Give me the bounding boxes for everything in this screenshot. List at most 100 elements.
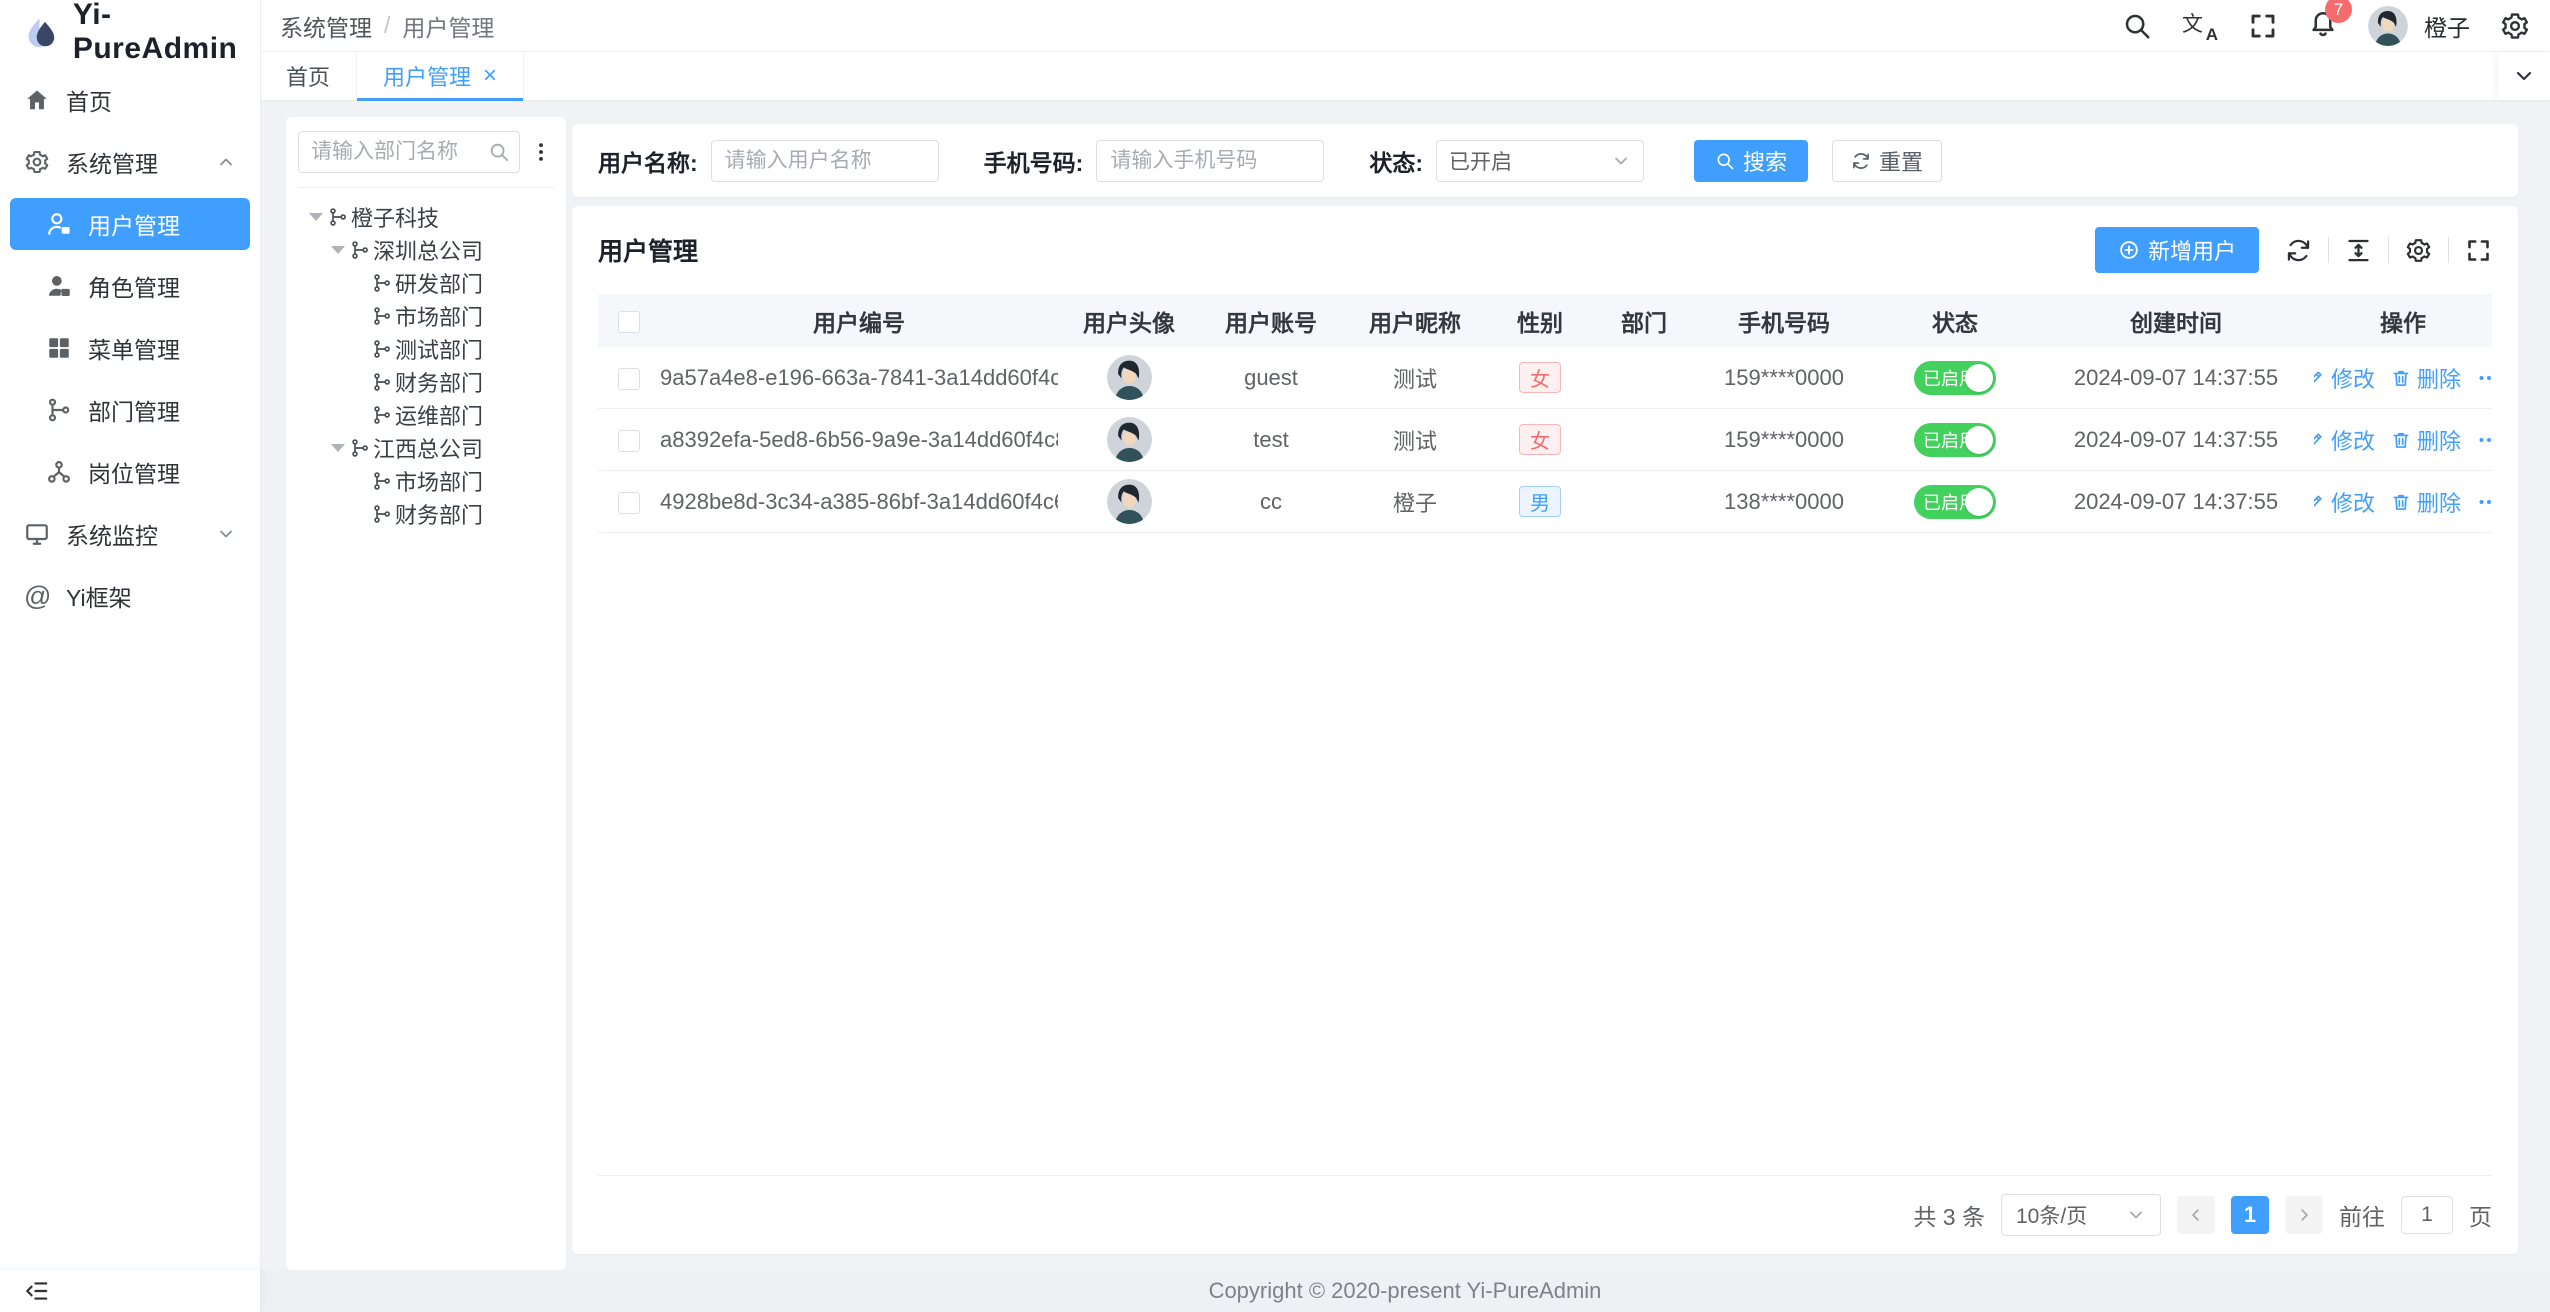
cell-created: 2024-09-07 14:37:55 [2038, 470, 2314, 533]
tree-node-ops[interactable]: 运维部门 [298, 398, 554, 431]
breadcrumb-separator: / [384, 12, 391, 38]
sidebar-item-menus[interactable]: 菜单管理 [10, 322, 250, 374]
department-icon [372, 372, 392, 392]
notification-bell[interactable]: 7 [2308, 0, 2352, 43]
sidebar-item-system[interactable]: 系统管理 [10, 136, 250, 188]
sidebar-item-users[interactable]: 用户管理 [10, 198, 250, 250]
caret-down-icon[interactable] [326, 436, 350, 460]
tree-node-testing[interactable]: 测试部门 [298, 332, 554, 365]
breadcrumb-system[interactable]: 系统管理 [280, 14, 372, 41]
edit-link[interactable]: 修改 [2314, 486, 2375, 518]
pencil-icon [2314, 492, 2325, 512]
trash-icon [2391, 492, 2411, 512]
more-actions-button[interactable] [2477, 490, 2492, 514]
settings-gear-icon[interactable] [2500, 11, 2530, 41]
tree-node-marketing-jx[interactable]: 市场部门 [298, 464, 554, 497]
home-icon [24, 87, 50, 113]
close-icon[interactable]: × [483, 62, 498, 89]
add-user-button[interactable]: 新增用户 [2094, 227, 2259, 273]
department-icon [372, 306, 392, 326]
fullscreen-icon[interactable] [2248, 11, 2278, 41]
more-actions-button[interactable] [2477, 428, 2492, 452]
next-page-button[interactable] [2285, 1196, 2323, 1234]
tree-node-company[interactable]: 橙子科技 [298, 200, 554, 233]
tree-node-marketing-sz[interactable]: 市场部门 [298, 299, 554, 332]
user-avatar[interactable] [2368, 6, 2408, 46]
select-all-checkbox[interactable] [618, 310, 640, 333]
department-tree: 橙子科技 深圳总公司 研发部门 市场部门 [298, 188, 554, 530]
delete-link[interactable]: 删除 [2391, 486, 2461, 518]
pencil-icon [2314, 368, 2325, 388]
density-icon[interactable] [2345, 237, 2372, 264]
status-toggle[interactable]: 已启用 [1914, 422, 1996, 457]
status-select[interactable]: 已开启 [1436, 139, 1645, 182]
sidebar-item-departments[interactable]: 部门管理 [10, 384, 250, 436]
filter-username: 用户名称: [598, 139, 939, 182]
col-department: 部门 [1592, 294, 1696, 347]
tree-node-finance-sz[interactable]: 财务部门 [298, 365, 554, 398]
status-toggle[interactable]: 已启用 [1914, 484, 1996, 519]
row-checkbox[interactable] [618, 367, 640, 390]
prev-page-button[interactable] [2177, 1196, 2215, 1234]
edit-link[interactable]: 修改 [2314, 362, 2375, 394]
page-size-select[interactable]: 10条/页 [2001, 1194, 2161, 1236]
tree-node-rd[interactable]: 研发部门 [298, 266, 554, 299]
col-phone: 手机号码 [1696, 294, 1872, 347]
tab-user-management[interactable]: 用户管理 × [357, 52, 525, 101]
tree-node-jiangxi[interactable]: 江西总公司 [298, 431, 554, 464]
row-checkbox[interactable] [618, 491, 640, 514]
refresh-icon[interactable] [2285, 237, 2312, 264]
delete-label: 删除 [2417, 366, 2462, 392]
goto-page-input[interactable] [2401, 1196, 2453, 1234]
caret-down-icon[interactable] [326, 238, 350, 262]
translate-icon[interactable]: 文 A [2182, 10, 2218, 44]
chevron-down-icon [216, 524, 236, 544]
tab-home[interactable]: 首页 [260, 52, 358, 100]
sidebar-item-monitor[interactable]: 系统监控 [10, 508, 250, 560]
column-settings-gear-icon[interactable] [2405, 237, 2432, 264]
sidebar-item-roles[interactable]: 角色管理 [10, 260, 250, 312]
table-fullscreen-icon[interactable] [2465, 237, 2492, 264]
more-actions-button[interactable] [2477, 366, 2492, 390]
chevron-right-icon [2295, 1206, 2313, 1224]
cell-department [1592, 408, 1696, 471]
sidebar-item-yi-framework[interactable]: @ Yi框架 [10, 570, 250, 622]
search-button[interactable]: 搜索 [1694, 139, 1809, 182]
delete-link[interactable]: 删除 [2391, 362, 2461, 394]
tree-node-finance-jx[interactable]: 财务部门 [298, 497, 554, 530]
chevron-down-icon [1611, 151, 1631, 171]
page-number-current[interactable]: 1 [2231, 1196, 2269, 1234]
toolbar-divider [2448, 237, 2449, 263]
gender-tag: 男 [1519, 486, 1561, 517]
caret-down-icon[interactable] [304, 205, 328, 229]
department-search-input[interactable] [298, 131, 520, 173]
search-icon[interactable] [2122, 11, 2152, 41]
col-actions: 操作 [2314, 294, 2492, 347]
status-toggle-label: 已启用 [1923, 368, 1977, 389]
sidebar-item-label: 岗位管理 [88, 461, 180, 487]
notification-badge: 7 [2325, 0, 2352, 23]
delete-link[interactable]: 删除 [2391, 424, 2461, 456]
sidebar-item-home[interactable]: 首页 [10, 74, 250, 126]
status-select-value: 已开启 [1449, 150, 1513, 174]
toolbar-divider [2388, 237, 2389, 263]
user-name[interactable]: 橙子 [2424, 14, 2470, 41]
caret-spacer [348, 370, 372, 394]
tree-node-shenzhen[interactable]: 深圳总公司 [298, 233, 554, 266]
tab-label: 首页 [286, 65, 331, 90]
sidebar-item-label: 系统监控 [66, 523, 158, 549]
collapse-sidebar-icon[interactable] [24, 1278, 50, 1304]
goto-label: 前往 [2339, 1204, 2385, 1230]
phone-input[interactable] [1096, 139, 1325, 182]
row-checkbox[interactable] [618, 429, 640, 452]
more-vertical-icon [530, 141, 552, 163]
cell-user-id: 9a57a4e8-e196-663a-7841-3a14dd60f4ca [660, 347, 1058, 409]
reset-button[interactable]: 重置 [1832, 139, 1943, 182]
edit-link[interactable]: 修改 [2314, 424, 2375, 456]
logo[interactable]: Yi-PureAdmin [0, 0, 260, 65]
tree-more-button[interactable] [528, 137, 554, 167]
sidebar-item-posts[interactable]: 岗位管理 [10, 446, 250, 498]
status-toggle[interactable]: 已启用 [1914, 360, 1996, 395]
username-input[interactable] [710, 139, 939, 182]
tab-menu-dropdown[interactable] [2498, 52, 2550, 100]
